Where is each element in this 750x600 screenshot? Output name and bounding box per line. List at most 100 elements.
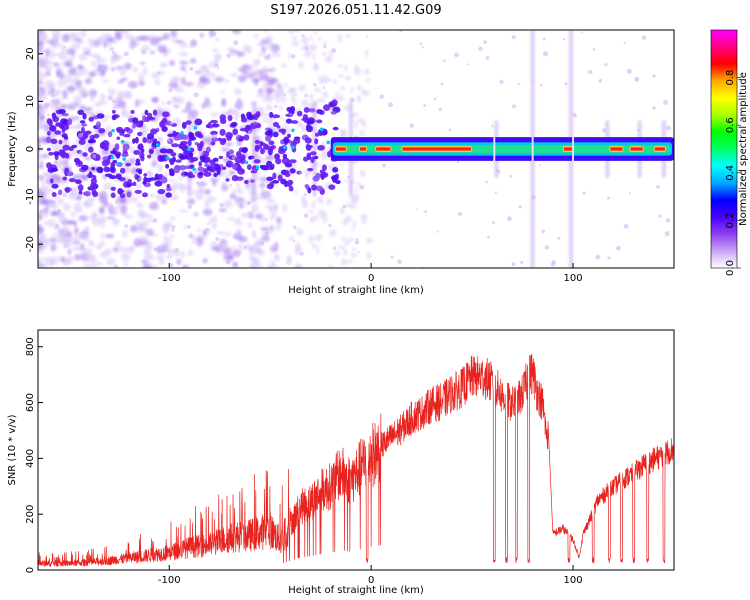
spectrogram-cluster-blob: [216, 170, 221, 175]
spectrogram-cluster-blob: [330, 175, 339, 181]
spectrogram-haze-blob: [44, 237, 52, 246]
spectrogram-cluster-blob: [285, 118, 292, 124]
spectrogram-cluster-blob: [311, 184, 317, 191]
spectrogram-scatter-dot: [509, 174, 512, 178]
spectrogram-haze-blob: [129, 246, 135, 255]
spectrogram-scatter-dot: [258, 88, 263, 93]
spectrogram-haze-blob: [344, 203, 353, 209]
spectrogram-scatter-dot: [485, 55, 490, 60]
spectrogram-scatter-dot: [247, 201, 252, 205]
spectrogram-cluster-blob: [51, 167, 59, 172]
spectrogram-cluster-blob: [259, 164, 264, 169]
spectrogram-haze-blob: [361, 121, 366, 129]
spectrogram-haze-blob: [98, 215, 107, 223]
spectrogram-scatter-dot: [188, 159, 191, 162]
spectrogram-haze-blob: [350, 252, 358, 258]
spectrogram-haze-blob: [278, 105, 284, 111]
spectrogram-haze-blob: [230, 245, 237, 250]
spectrogram-cluster-blob: [253, 159, 261, 164]
spectrogram-haze-blob: [39, 209, 44, 214]
spectrogram-scatter-dot: [215, 237, 220, 241]
spectrogram-scatter-dot: [540, 83, 543, 87]
spectrogram-haze-blob: [38, 56, 45, 64]
spectrogram-cluster-blob: [83, 190, 91, 197]
spectrogram-y-tick-label: 0: [25, 146, 36, 152]
spectrogram-haze-blob: [107, 88, 116, 96]
spectrogram-haze-blob: [124, 214, 134, 219]
spectrogram-cluster-blob: [134, 136, 139, 144]
spectrogram-scatter-dot: [298, 171, 302, 175]
spectrogram-cluster-blob: [213, 172, 218, 178]
spectrogram-haze-blob: [120, 30, 130, 35]
spectrogram-cluster-blob: [159, 148, 168, 154]
spectrogram-haze-blob: [146, 241, 154, 249]
spectrogram-cluster-blob: [254, 145, 260, 152]
spectrogram-haze-blob: [91, 60, 97, 67]
spectrogram-scatter-dot: [658, 214, 662, 218]
spectrogram-sparkle: [244, 160, 249, 165]
spectrogram-haze-blob: [253, 258, 261, 265]
spectrogram-scatter-dot: [170, 121, 174, 126]
spectrogram-sparkle: [180, 131, 184, 135]
spectrogram-scatter-dot: [518, 205, 522, 209]
spectrogram-haze-blob: [50, 203, 57, 208]
spectrogram-haze-blob: [45, 48, 51, 57]
spectrogram-haze-blob: [38, 261, 44, 266]
spectrogram-cluster-blob: [112, 160, 118, 164]
spectrogram-scatter-dot: [652, 106, 656, 110]
spectrogram-haze-blob: [258, 72, 269, 81]
spectrogram-cluster-blob: [243, 134, 250, 141]
spectrogram-haze-blob: [158, 44, 168, 54]
spectrogram-haze-blob: [319, 196, 324, 205]
spectrogram-haze-blob: [81, 233, 89, 242]
spectrogram-haze-blob: [73, 226, 79, 236]
spectrogram-cluster-blob: [137, 131, 143, 137]
spectrogram-band-peak: [563, 147, 573, 151]
spectrogram-cluster-blob: [331, 99, 338, 107]
spectrogram-scatter-dot: [166, 100, 172, 105]
spectrogram-haze-blob: [74, 124, 84, 130]
spectrogram-scatter-dot: [243, 245, 247, 250]
spectrogram-haze-blob: [174, 86, 185, 93]
spectrogram-haze-blob: [73, 202, 83, 211]
spectrogram-scatter-dot: [57, 208, 62, 213]
spectrogram-haze-blob: [38, 93, 43, 103]
spectrogram-cluster-blob: [293, 136, 301, 140]
snr-x-ticks: -100 0 100: [158, 565, 583, 586]
spectrogram-scatter-dot: [582, 191, 586, 195]
spectrogram-haze-blob: [231, 249, 241, 258]
spectrogram-haze-blob: [106, 114, 112, 119]
colorbar: 0.0 0.2 0.4 0.6 0.8 Normalized spectral ampl…: [710, 29, 749, 276]
spectrogram-haze-blob: [313, 30, 318, 36]
snr-y-tick-label: 200: [25, 505, 36, 524]
spectrogram-haze-blob: [106, 216, 116, 220]
spectrogram-cluster-blob: [118, 189, 125, 194]
spectrogram-cluster-blob: [173, 166, 181, 174]
spectrogram-haze-blob: [255, 264, 264, 268]
spectrogram-haze-blob: [190, 57, 197, 64]
spectrogram-haze-blob: [275, 225, 282, 231]
spectrogram-cluster-blob: [260, 147, 265, 155]
spectrogram-haze-blob: [161, 101, 167, 105]
spectrogram-cluster-blob: [288, 185, 294, 192]
spectrogram-haze-blob: [65, 255, 74, 264]
spectrogram-haze-blob: [122, 229, 128, 239]
spectrogram-haze-blob: [71, 246, 81, 251]
spectrogram-cluster-blob: [154, 180, 163, 187]
spectrogram-scatter-dot: [156, 108, 160, 111]
spectrogram-cluster-blob: [197, 146, 203, 152]
spectrogram-haze-blob: [211, 48, 219, 53]
spectrogram-haze-blob: [128, 157, 136, 165]
spectrogram-cluster-blob: [264, 130, 273, 136]
spectrogram-haze-blob: [204, 188, 211, 195]
spectrogram-haze-blob: [41, 86, 46, 95]
spectrogram-cluster-blob: [209, 166, 216, 173]
spectrogram-haze-blob: [322, 91, 328, 99]
spectrogram-cluster-blob: [320, 172, 329, 178]
spectrogram-haze-blob: [63, 240, 73, 247]
spectrogram-haze-blob: [321, 51, 327, 56]
snr-y-ticks: 0 200 400 600 800: [25, 337, 43, 573]
spectrogram-haze-blob: [137, 73, 145, 82]
spectrogram-haze-blob: [200, 65, 209, 70]
spectrogram-haze-blob: [257, 135, 262, 142]
